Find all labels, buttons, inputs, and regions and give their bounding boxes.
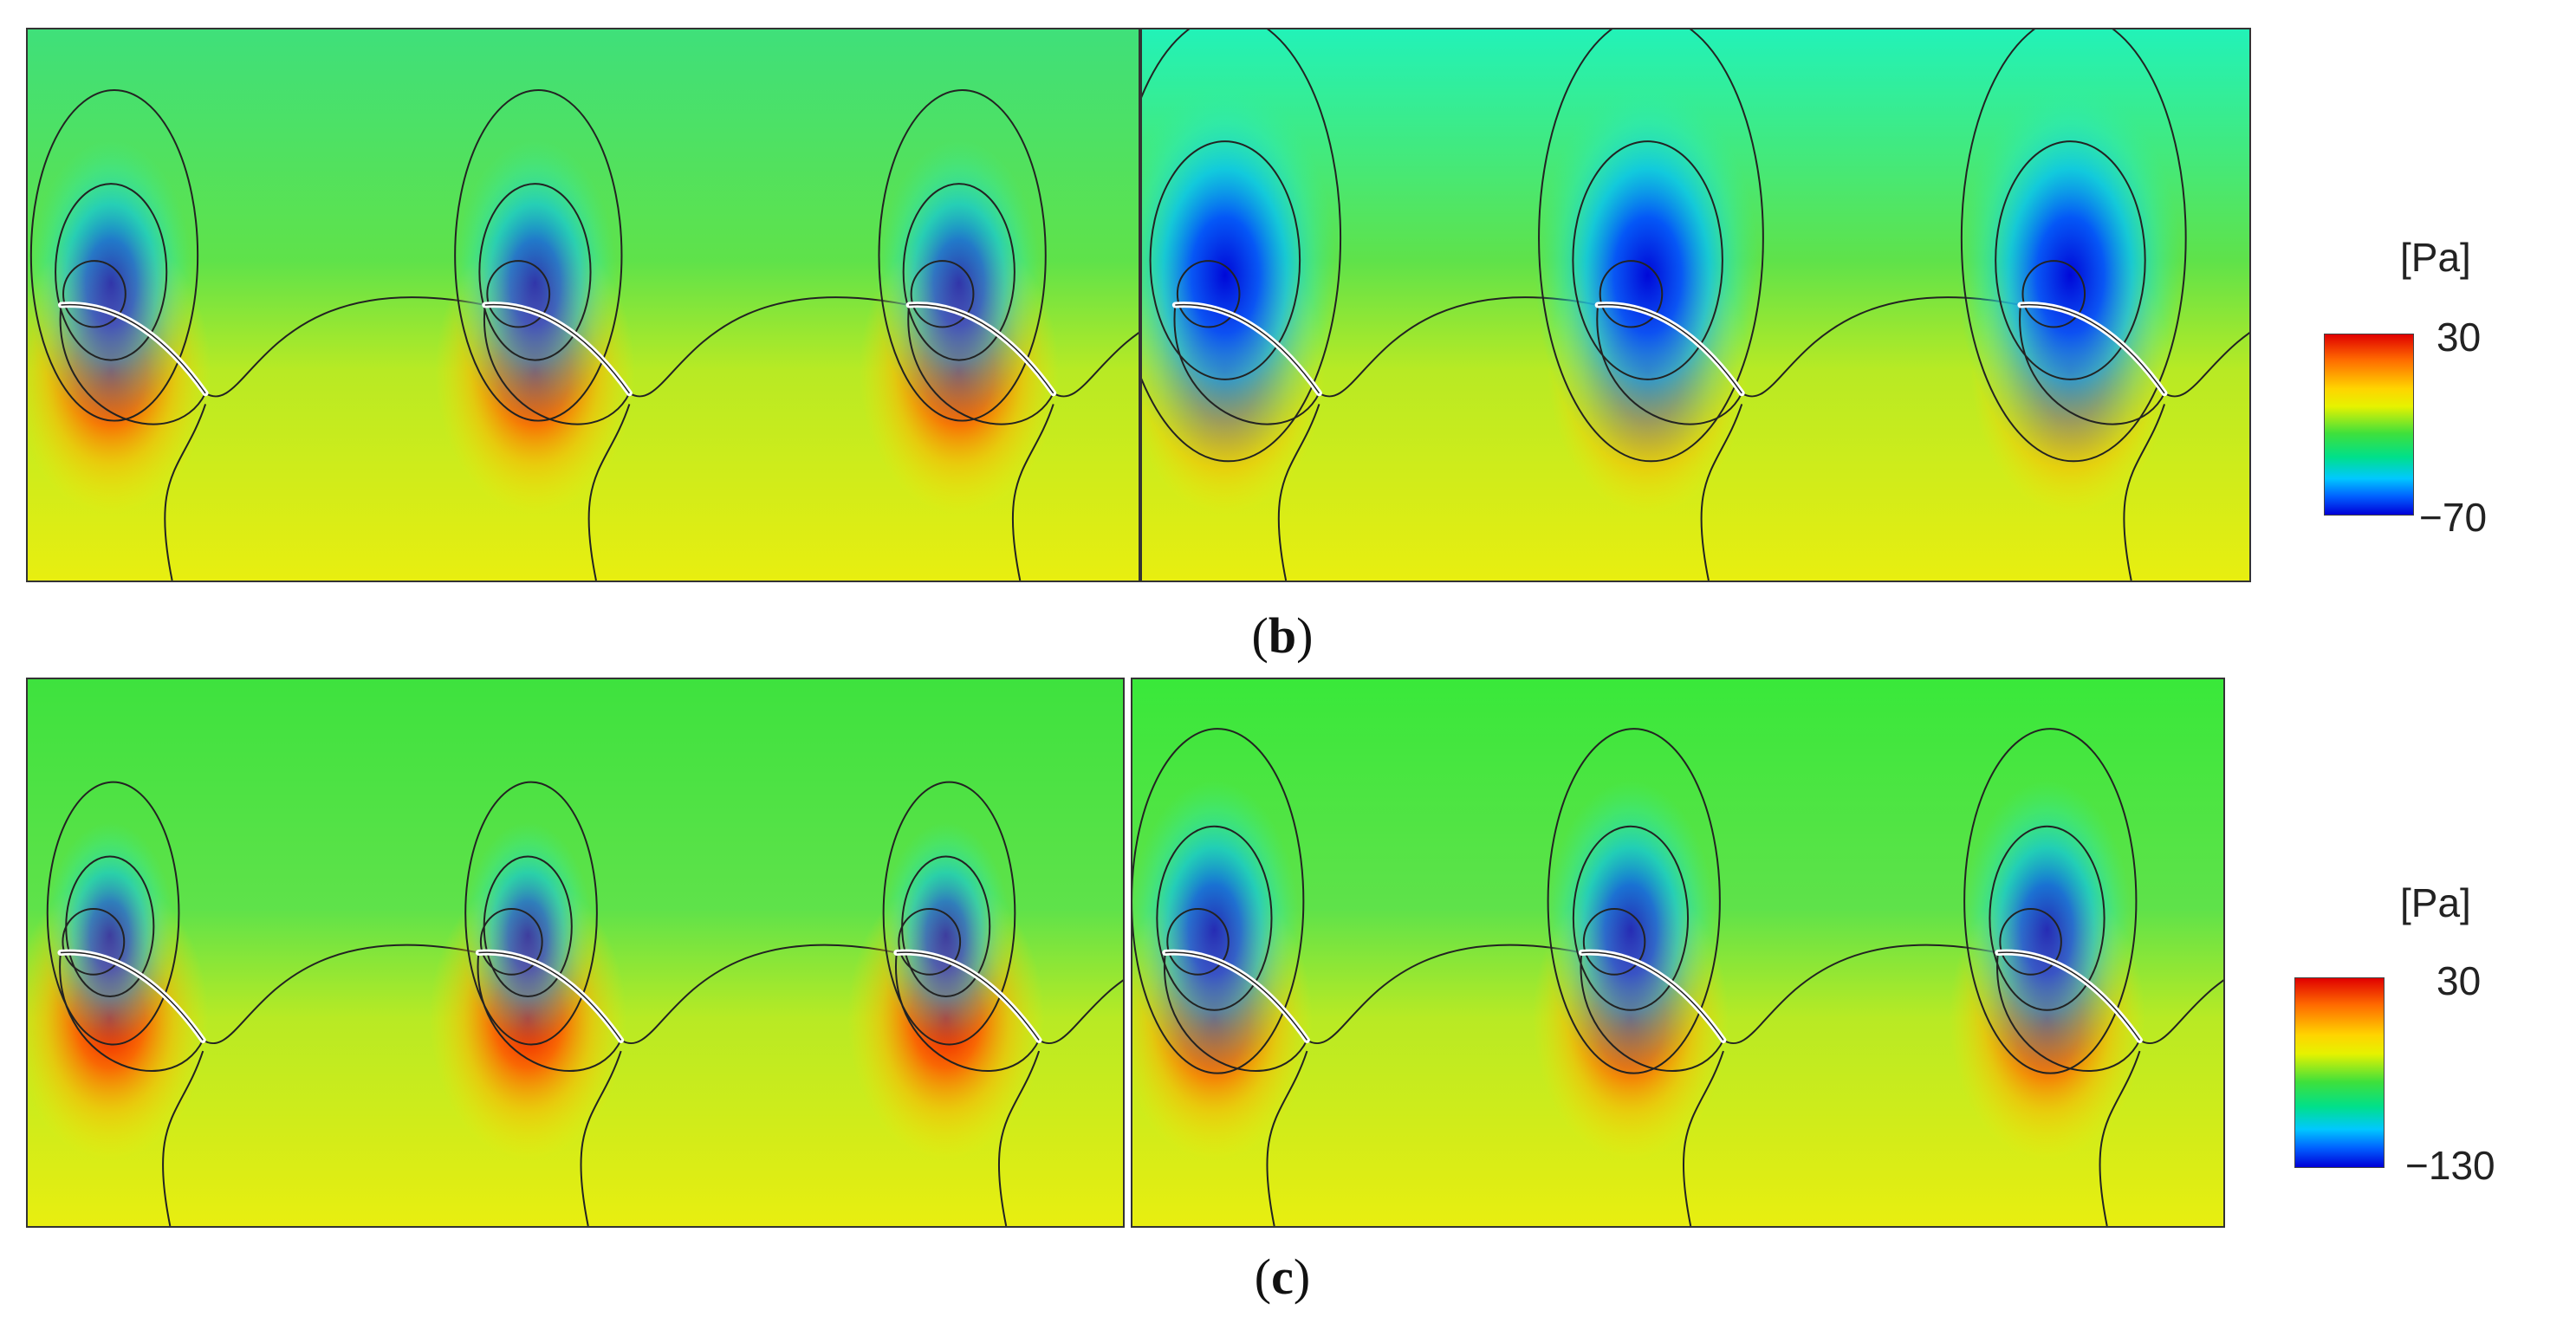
colorbar-min-c: −130 bbox=[2405, 1143, 2495, 1188]
blade-3 bbox=[1949, 728, 2223, 1226]
caption-c: (c) bbox=[1254, 1249, 1311, 1305]
blade-1 bbox=[1142, 29, 1599, 581]
pressure-field-c-left bbox=[28, 679, 1123, 1226]
blade-3 bbox=[1958, 29, 2249, 581]
pressure-contour-panel-c-right bbox=[1131, 678, 2225, 1228]
blade-2 bbox=[435, 88, 910, 581]
blade-1 bbox=[28, 781, 479, 1226]
blade-2 bbox=[429, 781, 898, 1226]
colorbar-c bbox=[2294, 977, 2385, 1168]
pressure-contour-panel-b-left bbox=[26, 28, 1140, 582]
colorbar-max-c: 30 bbox=[2436, 958, 2482, 1003]
blade-1 bbox=[1132, 728, 1582, 1226]
blade-1 bbox=[28, 88, 485, 581]
pressure-field-b-left bbox=[28, 29, 1139, 581]
colorbar-unit-b: [Pa] bbox=[2400, 235, 2471, 280]
pressure-contour-panel-c-left bbox=[26, 678, 1125, 1228]
blade-2 bbox=[1535, 29, 2021, 581]
colorbar-min-b: −70 bbox=[2419, 495, 2488, 540]
pressure-contour-panel-b-right bbox=[1140, 28, 2251, 582]
blade-2 bbox=[1532, 728, 1999, 1226]
colorbar-b bbox=[2324, 334, 2414, 516]
colorbar-max-b: 30 bbox=[2436, 315, 2482, 360]
pressure-field-b-right bbox=[1142, 29, 2249, 581]
blade-3 bbox=[859, 88, 1139, 581]
pressure-field-c-right bbox=[1132, 679, 2223, 1226]
blade-3 bbox=[847, 781, 1123, 1226]
colorbar-unit-c: [Pa] bbox=[2400, 880, 2471, 925]
caption-b: (b) bbox=[1251, 607, 1314, 664]
